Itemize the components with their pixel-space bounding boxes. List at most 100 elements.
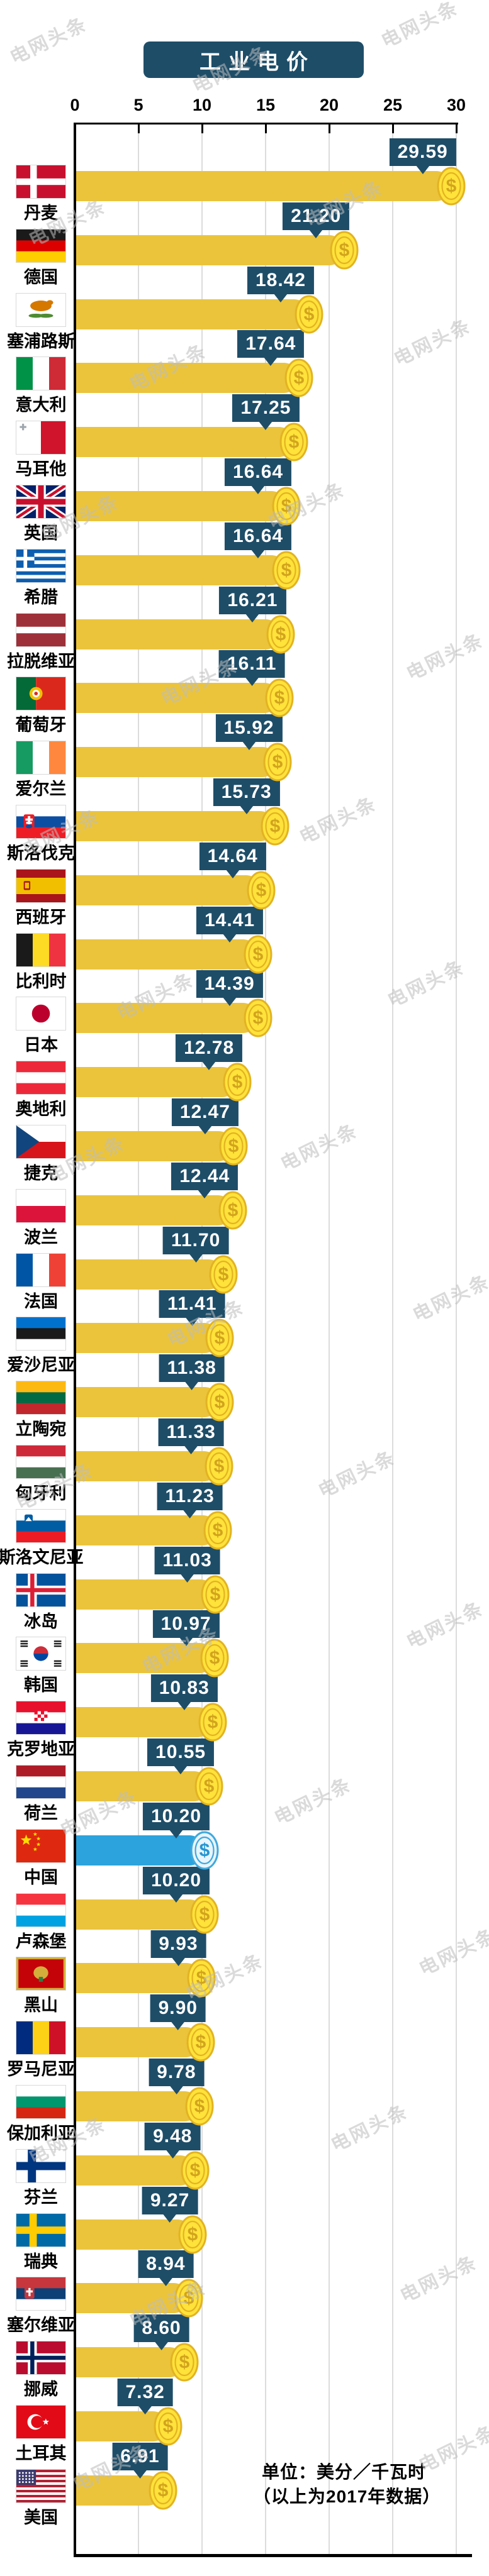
svg-text:$: $ [213, 1520, 223, 1540]
coin-dollar-icon: $ [204, 1446, 234, 1486]
flag-icon [16, 1508, 66, 1543]
country-label: 意大利 [15, 395, 67, 415]
coin-dollar-icon: $ [243, 998, 273, 1038]
coin-dollar-icon: $ [271, 550, 301, 590]
value-badge: 16.11 [219, 650, 285, 687]
svg-text:$: $ [269, 816, 280, 837]
x-axis-tick [201, 123, 203, 133]
country-label: 塞浦路斯 [7, 331, 75, 351]
value-badge: 7.32 [117, 2379, 173, 2414]
coin-dollar-icon: $ [222, 1062, 252, 1102]
value-badge: 15.92 [215, 714, 283, 751]
value-badge: 16.21 [219, 586, 286, 622]
price-bar [75, 2283, 189, 2314]
country-label: 保加利亚 [7, 2124, 75, 2143]
country-label: 黑山 [24, 1996, 58, 2015]
country-label: 立陶宛 [15, 1420, 67, 1439]
value-badge: 11.23 [157, 1482, 223, 1518]
value-badge: 10.55 [147, 1739, 215, 1774]
coin-dollar-icon: $ [436, 166, 466, 206]
value-badge: 11.03 [154, 1546, 220, 1583]
badge-pointer [274, 293, 288, 302]
svg-text:$: $ [209, 1648, 220, 1669]
watermark-text: 电网头条 [277, 1120, 362, 1175]
price-bar [75, 1643, 215, 1674]
coin-dollar-icon: $ [264, 678, 295, 718]
value-badge: 10.83 [150, 1674, 218, 1711]
value-badge: 11.41 [159, 1290, 225, 1327]
watermark-text: 电网头条 [415, 1925, 489, 1980]
country-label: 葡萄牙 [15, 716, 67, 735]
price-bar [75, 235, 345, 265]
coin-dollar-icon: $ [186, 1958, 216, 1998]
price-bar [75, 1195, 233, 1225]
value-badge: 11.33 [158, 1418, 224, 1454]
badge-pointer [174, 1766, 188, 1774]
price-bar [75, 939, 259, 970]
watermark-text: 电网头条 [296, 793, 381, 848]
flag-icon [16, 1701, 66, 1735]
flag-icon [16, 677, 66, 711]
price-bar [75, 1067, 238, 1098]
value-badge: 10.20 [142, 1802, 210, 1838]
coin-dollar-icon: $ [205, 1318, 235, 1358]
svg-text:$: $ [183, 2288, 194, 2309]
svg-text:$: $ [228, 1200, 239, 1220]
x-axis-tick [391, 123, 394, 133]
badge-pointer [245, 613, 260, 622]
price-bar [75, 2155, 196, 2186]
value-badge: 8.94 [138, 2250, 194, 2287]
price-bar [75, 427, 295, 458]
badge-pointer [222, 997, 237, 1007]
flag-icon [16, 2405, 66, 2439]
flag-icon [16, 1188, 66, 1223]
value-badge: 29.59 [389, 138, 456, 174]
country-label: 爱沙尼亚 [7, 1356, 75, 1375]
watermark-text: 电网头条 [378, 0, 463, 52]
svg-text:$: $ [281, 560, 292, 580]
coin-dollar-icon: $ [294, 294, 324, 334]
price-bar [75, 2411, 168, 2441]
svg-text:$: $ [289, 432, 300, 453]
country-label: 韩国 [24, 1676, 58, 1695]
svg-text:$: $ [188, 2224, 198, 2245]
country-label: 瑞典 [24, 2252, 58, 2271]
svg-text:$: $ [214, 1456, 225, 1477]
badge-pointer [264, 357, 278, 367]
value-badge: 12.78 [176, 1034, 243, 1071]
price-bar [75, 2027, 201, 2058]
badge-pointer [202, 1061, 216, 1071]
value-badge: 16.64 [225, 522, 292, 558]
watermark-text: 电网头条 [396, 2252, 481, 2307]
svg-text:$: $ [256, 880, 266, 900]
flag-icon [16, 741, 66, 775]
price-bar [75, 683, 280, 714]
country-label: 捷克 [24, 1164, 58, 1183]
coin-dollar-icon: $ [279, 422, 309, 462]
price-bar [75, 1323, 220, 1354]
flag-icon [16, 997, 66, 1031]
value-badge: 11.70 [162, 1226, 229, 1263]
watermark-text: 电网头条 [409, 1271, 489, 1326]
value-badge: 12.44 [171, 1162, 239, 1198]
value-badge: 21.20 [283, 202, 350, 238]
x-axis-tick-label: 15 [256, 96, 276, 114]
y-axis-line [74, 123, 76, 2556]
country-label: 丹麦 [24, 204, 58, 223]
coin-dollar-icon: $ [284, 358, 314, 398]
flag-icon [16, 2021, 66, 2055]
flag-icon [16, 1573, 66, 1607]
coin-dollar-icon: $ [189, 1894, 220, 1935]
x-axis-tick-label: 5 [133, 96, 143, 114]
x-axis-tick-label: 20 [319, 96, 339, 114]
coin-dollar-icon: $ [205, 1382, 235, 1422]
x-axis-tick [264, 123, 267, 133]
svg-text:$: $ [228, 1136, 239, 1157]
country-label: 拉脱维亚 [7, 651, 75, 671]
country-label: 芬兰 [24, 2187, 58, 2207]
country-label: 挪威 [24, 2380, 58, 2399]
price-bar [75, 363, 300, 394]
badge-pointer [169, 1829, 183, 1838]
price-bar [75, 1771, 210, 1801]
flag-icon [16, 2277, 66, 2311]
